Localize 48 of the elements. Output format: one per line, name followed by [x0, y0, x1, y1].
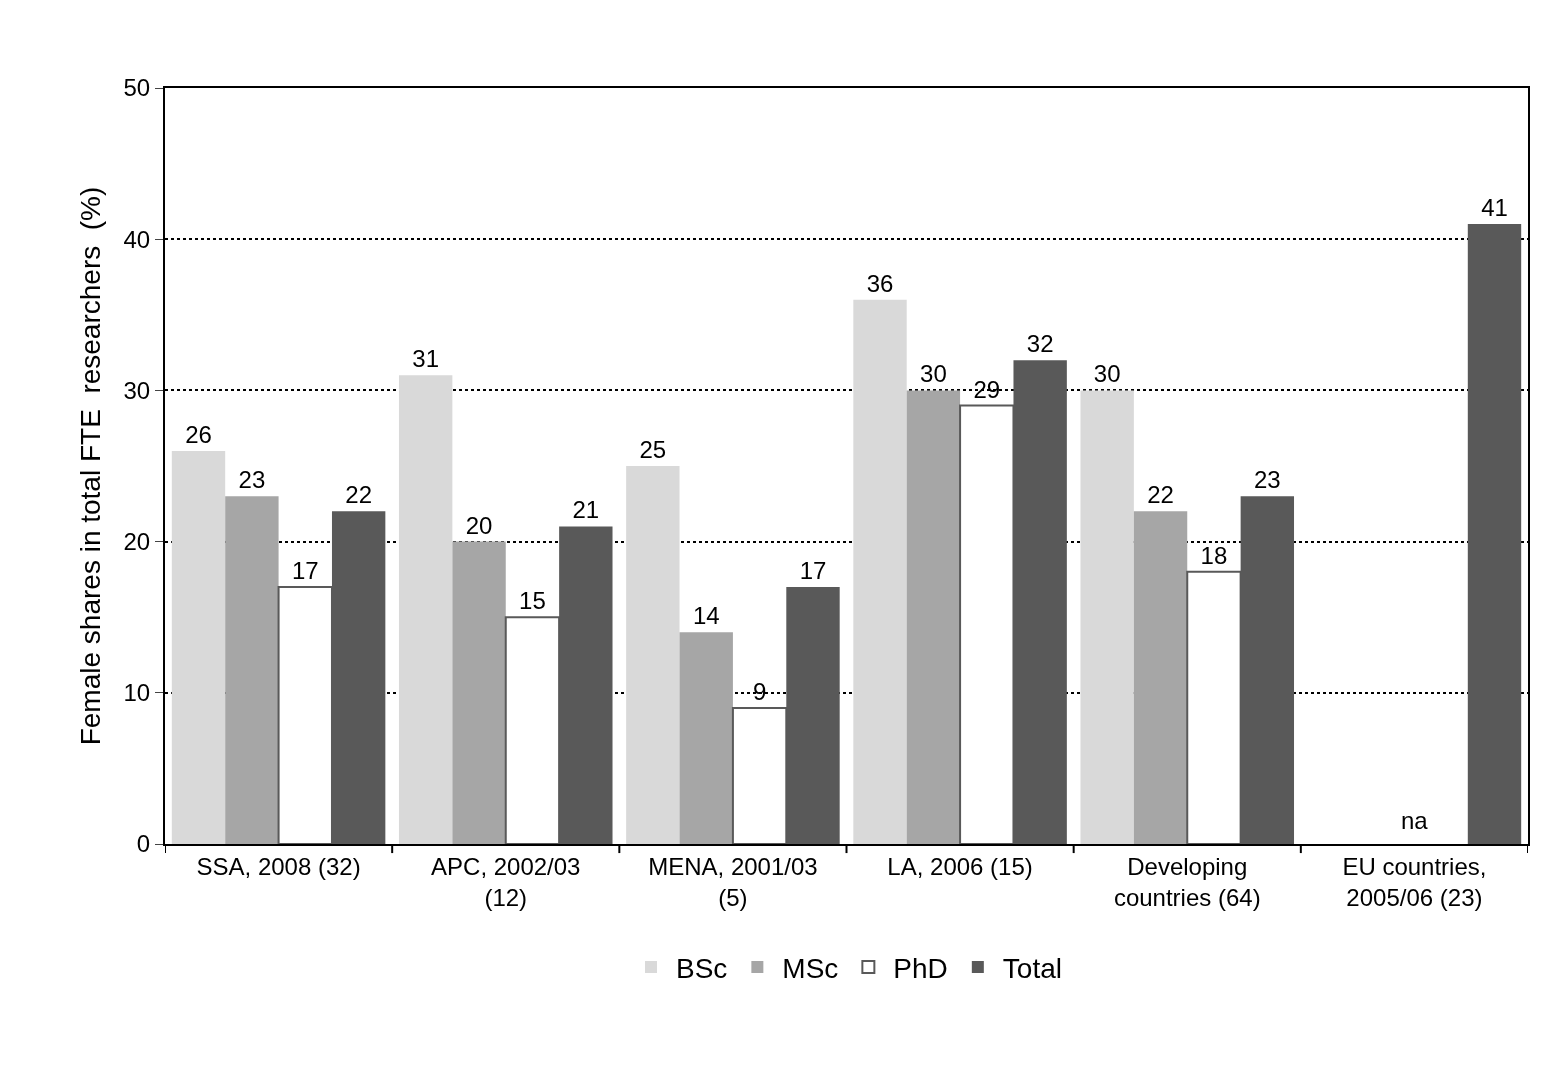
bar — [1467, 224, 1522, 844]
bar — [1080, 390, 1134, 844]
data-label: 32 — [1026, 330, 1054, 358]
x-tick-label: MENA, 2001/03 (5) — [648, 852, 818, 911]
x-tick-label: LA, 2006 (15) — [887, 852, 1033, 880]
data-label: 20 — [465, 511, 493, 539]
bar — [626, 466, 680, 844]
data-label: 18 — [1200, 541, 1228, 569]
y-tick-label: 40 — [123, 225, 151, 253]
y-tick-label: 30 — [123, 376, 151, 404]
data-label: 30 — [1093, 360, 1121, 388]
y-tick-label: 20 — [123, 528, 151, 555]
data-label: 23 — [238, 466, 266, 494]
x-tick-label: APC, 2002/03 (12) — [431, 852, 581, 911]
bar — [452, 541, 506, 844]
data-label: 23 — [1253, 466, 1281, 494]
x-tick-label: EU countries, 2005/06 (23) — [1342, 852, 1487, 911]
x-tick-label: SSA, 2008 (32) — [196, 852, 361, 880]
annotation: na — [1401, 807, 1429, 834]
data-label: 31 — [412, 345, 440, 373]
bar — [853, 299, 907, 844]
data-label: 25 — [639, 436, 667, 463]
data-label: 26 — [185, 420, 212, 448]
data-label: 15 — [519, 587, 546, 615]
data-label: 36 — [866, 269, 894, 297]
bar — [679, 632, 733, 844]
data-label: 22 — [1147, 481, 1174, 509]
legend-label: MSc — [782, 952, 839, 984]
data-label: 21 — [572, 496, 600, 524]
data-label: 17 — [291, 556, 319, 584]
y-tick-label: 0 — [136, 830, 151, 858]
bar — [906, 390, 961, 844]
y-tick-label: 50 — [123, 74, 151, 102]
y-tick-label: 10 — [123, 679, 151, 707]
data-label: 22 — [345, 481, 373, 509]
data-label: 41 — [1481, 194, 1508, 222]
bar — [398, 375, 453, 844]
data-label: 17 — [799, 556, 827, 584]
data-label: 30 — [920, 360, 947, 388]
bar — [225, 496, 279, 844]
legend-label: BSc — [676, 952, 728, 984]
legend-label: PhD — [893, 952, 948, 984]
legend-label: Total — [1002, 952, 1062, 984]
y-axis-title: Female shares in total FTE researchers (%) — [74, 186, 106, 746]
x-tick-label: Developing countries (64) — [1113, 852, 1261, 911]
bar — [1133, 511, 1188, 844]
bar — [171, 450, 226, 844]
data-label: 14 — [692, 602, 720, 630]
